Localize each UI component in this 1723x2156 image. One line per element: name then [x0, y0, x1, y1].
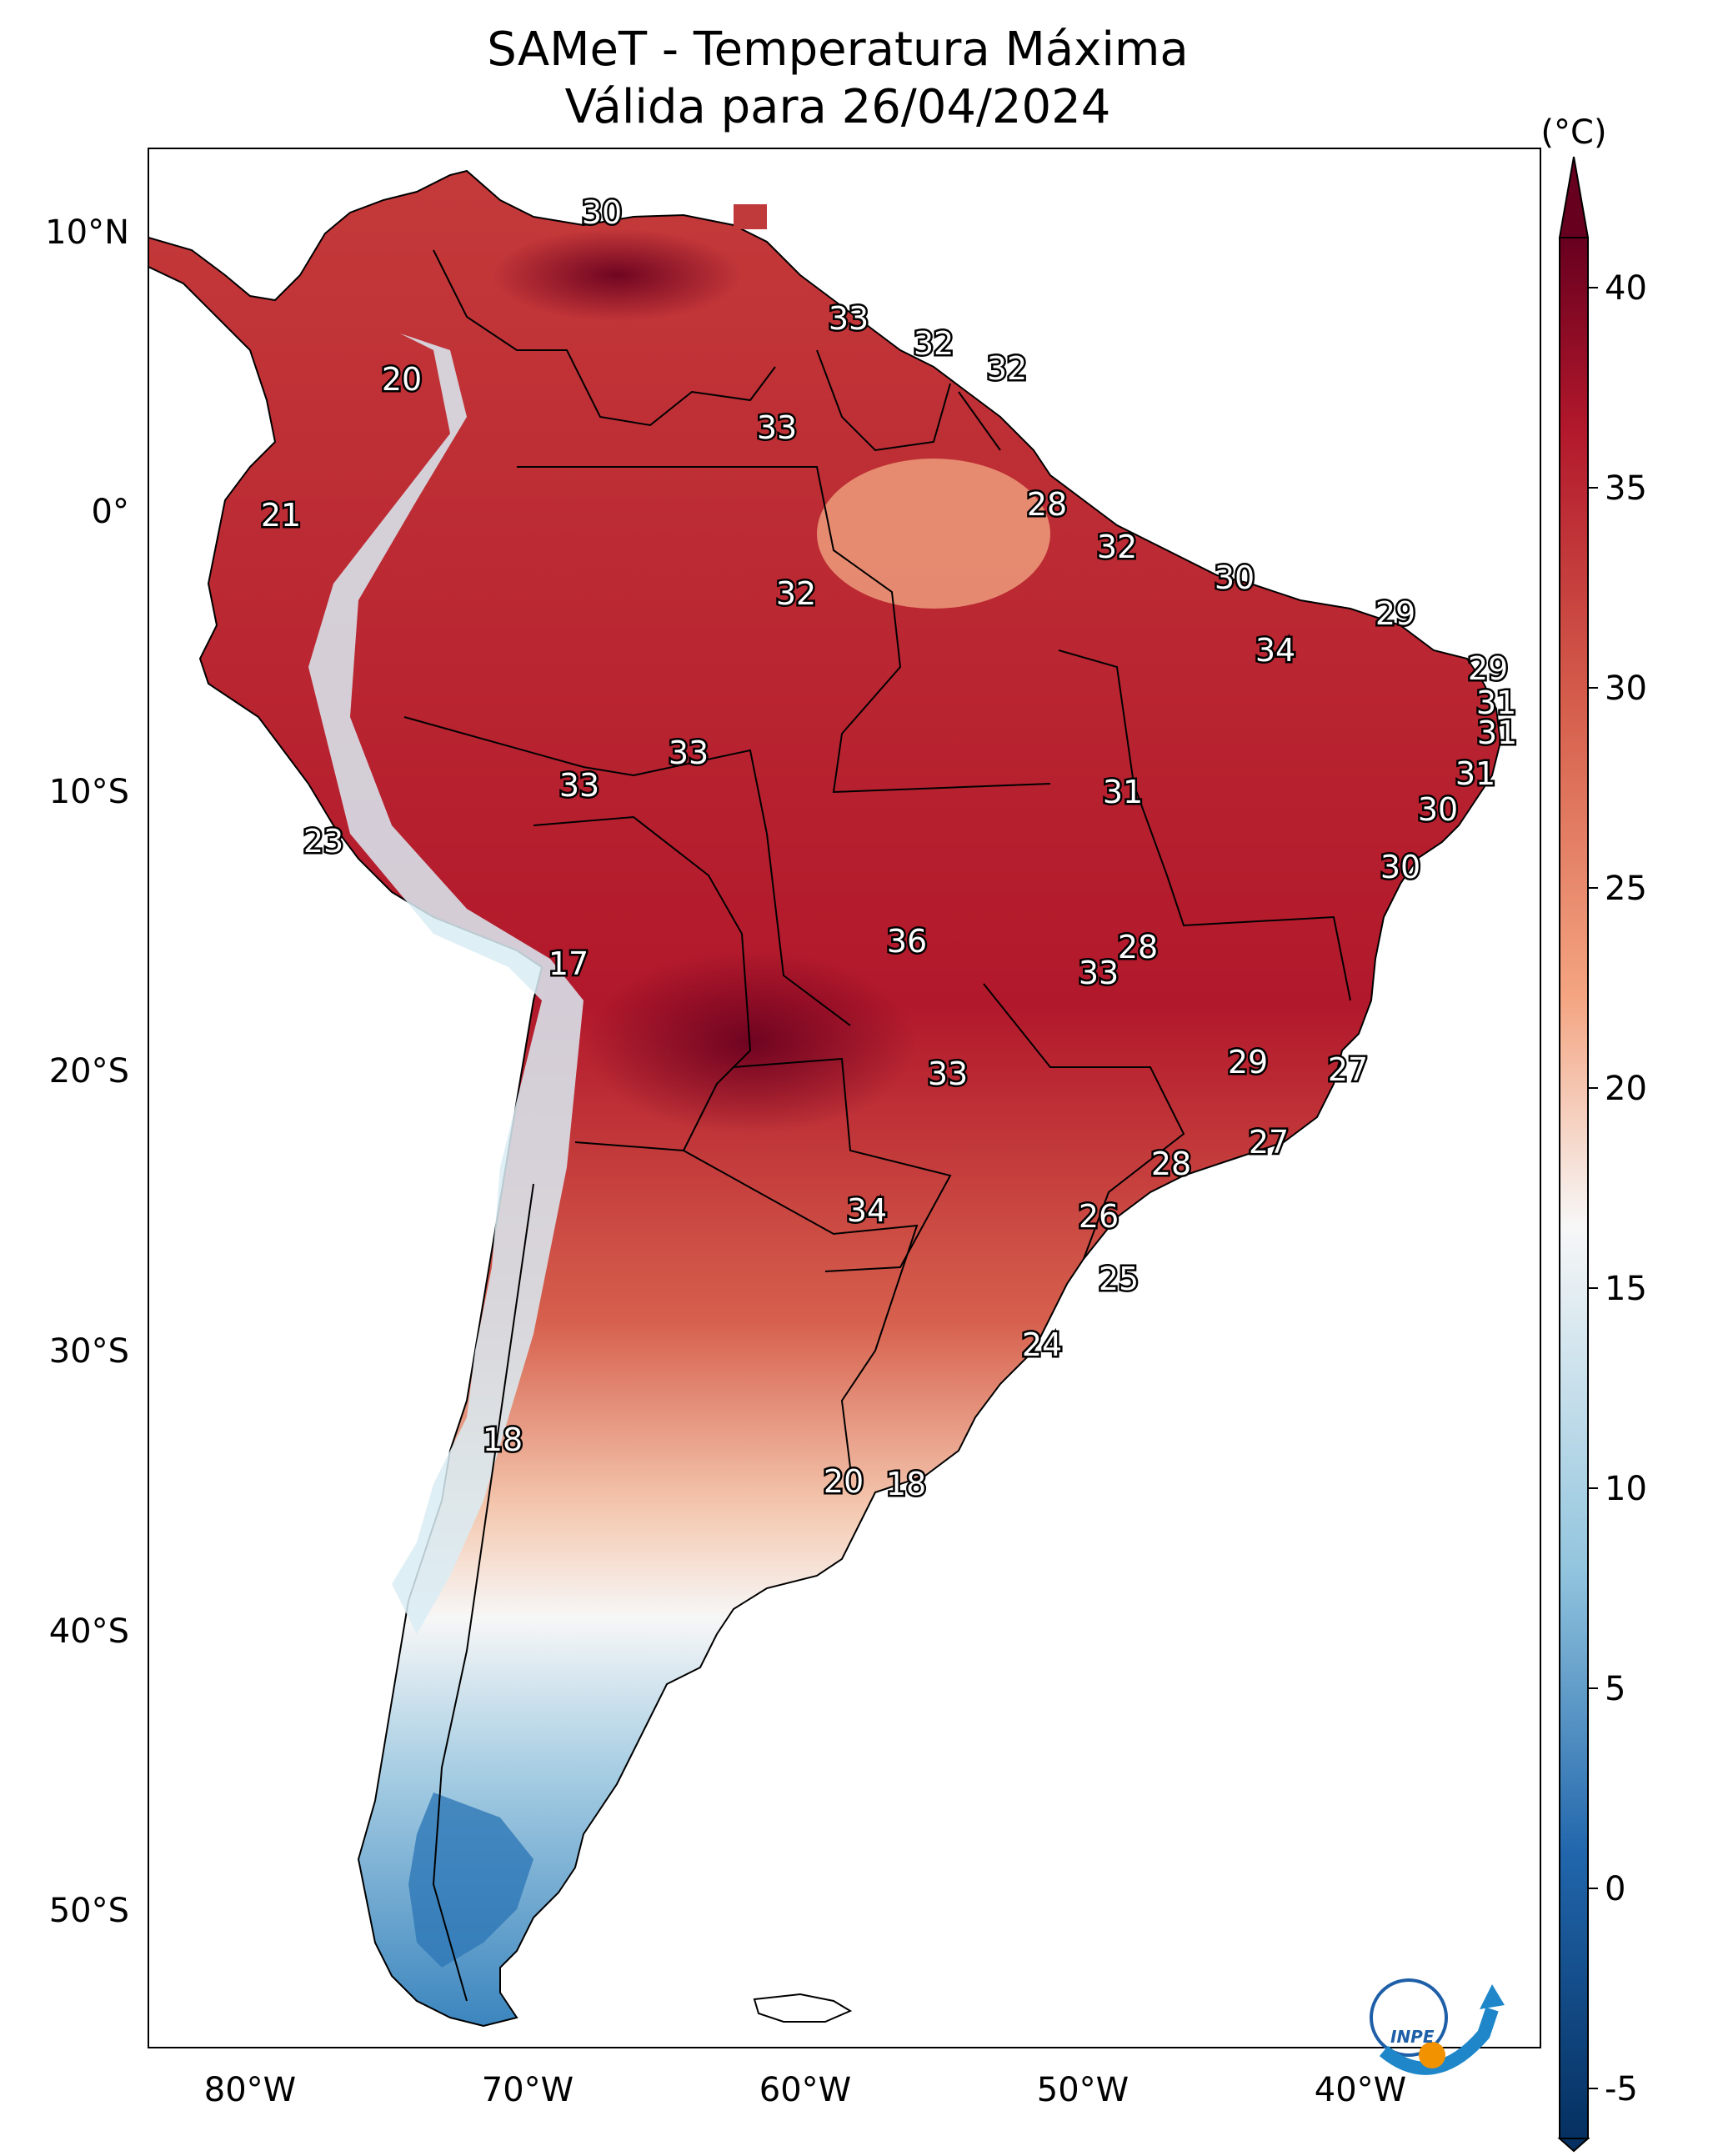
temp-label: 28 — [1118, 929, 1158, 965]
latitude-axis: 10°N 0° 10°S 20°S 30°S 40°S 50°S — [45, 213, 129, 1930]
temp-label: 31 — [1455, 755, 1495, 792]
temp-label: 33 — [559, 767, 599, 804]
temp-label: 27 — [1328, 1051, 1368, 1088]
title-line-2: Válida para 26/04/2024 — [565, 80, 1111, 134]
border-chile-argentina — [432, 1183, 534, 2002]
temp-label: 32 — [914, 325, 954, 362]
colorbar-tick-label: 30 — [1605, 669, 1647, 708]
temp-label: 33 — [829, 300, 869, 337]
border-brazil-west — [403, 716, 851, 1026]
falkland-islands — [753, 1993, 853, 2023]
hot-core-venezuela — [492, 229, 742, 321]
lon-label: 60°W — [759, 2071, 851, 2109]
map-frame — [148, 148, 1541, 2048]
temp-label: 34 — [847, 1192, 887, 1229]
temp-label: 32 — [1097, 529, 1137, 565]
temp-label: 30 — [1380, 849, 1420, 885]
colorbar-min-extension — [1557, 2138, 1590, 2153]
border-venezuela — [433, 249, 776, 427]
temp-label: 18 — [483, 1421, 523, 1458]
temp-label: 29 — [1228, 1044, 1268, 1081]
temp-label: 28 — [1027, 486, 1067, 523]
colorbar-tick-label: 40 — [1605, 269, 1647, 308]
temp-label: 33 — [1079, 955, 1119, 991]
logo-arrow-icon — [1480, 1984, 1505, 2009]
colorbar-bar — [1559, 237, 1589, 2139]
colorbar-tick-label: -5 — [1605, 2070, 1638, 2108]
colorbar-tick-label: 35 — [1605, 469, 1647, 508]
colorbar-tick-label: 0 — [1605, 1870, 1625, 1908]
andes-cool-strip — [308, 333, 584, 1634]
temp-label: 32 — [987, 350, 1027, 387]
lon-label: 70°W — [482, 2071, 573, 2109]
temp-label: 27 — [1249, 1124, 1289, 1161]
logo-dot-icon — [1419, 2042, 1445, 2068]
temp-label: 32 — [776, 575, 816, 612]
colorbar-tick-label: 15 — [1605, 1270, 1647, 1308]
temp-label: 20 — [824, 1463, 864, 1500]
temp-label: 30 — [582, 194, 622, 231]
temp-label: 29 — [1468, 650, 1508, 687]
colorbar-ticks: 40 35 30 25 20 15 10 5 0 -5 — [1588, 269, 1647, 2108]
border-brazil-east — [1058, 649, 1351, 1001]
temp-label: 26 — [1079, 1198, 1119, 1235]
longitude-axis: 80°W 70°W 60°W 50°W 40°W — [204, 2071, 1406, 2109]
temp-label: 31 — [1476, 684, 1516, 721]
lat-label: 0° — [92, 493, 129, 531]
patagonia-cold-patch — [408, 1792, 533, 1968]
temp-label: 34 — [1255, 632, 1295, 669]
lon-label: 40°W — [1315, 2071, 1406, 2109]
lat-label: 50°S — [49, 1892, 129, 1930]
cooler-patch-para — [817, 459, 1050, 609]
temp-label: 36 — [887, 923, 927, 960]
map-area — [148, 148, 1540, 2048]
temp-label: 33 — [757, 409, 797, 446]
border-guianas — [816, 349, 1001, 452]
lat-label: 10°N — [45, 213, 129, 252]
lon-label: 50°W — [1037, 2071, 1129, 2109]
temp-label: 31 — [1103, 774, 1143, 810]
temp-label: 33 — [669, 735, 709, 771]
temp-label: 24 — [1022, 1326, 1062, 1363]
colorbar-tick-label: 20 — [1605, 1070, 1647, 1108]
border-minas — [983, 983, 1185, 1260]
temperature-labels: 30 33 32 32 20 33 21 28 32 30 32 29 34 2… — [258, 193, 1519, 1505]
temp-label: 20 — [382, 361, 422, 398]
temp-label: 17 — [548, 945, 589, 982]
lon-label: 80°W — [204, 2071, 296, 2109]
colorbar: (°C) 40 35 30 25 20 15 10 5 0 -5 — [1540, 113, 1647, 2153]
temp-label: 18 — [886, 1466, 926, 1502]
temp-label: 30 — [1215, 559, 1255, 596]
colorbar-tick-label: 25 — [1605, 870, 1647, 908]
logo-orbit-icon — [1370, 1978, 1448, 2057]
colorbar-tick-label: 5 — [1605, 1670, 1625, 1708]
temp-label: 25 — [1099, 1261, 1139, 1297]
temp-label: 21 — [261, 497, 301, 534]
temp-label: 28 — [1151, 1146, 1191, 1182]
temp-label: 23 — [303, 823, 343, 860]
border-paraguay — [733, 1057, 952, 1272]
inpe-logo: INPE — [1370, 1978, 1505, 2075]
lat-label: 40°S — [49, 1612, 129, 1651]
temp-label: 30 — [1418, 791, 1458, 828]
lat-label: 30°S — [49, 1332, 129, 1371]
colorbar-tick-label: 10 — [1605, 1470, 1647, 1508]
border-brazil-north — [517, 466, 1051, 794]
logo-text: INPE — [1390, 2027, 1435, 2047]
temp-label: 31 — [1477, 714, 1517, 751]
trinidad-island — [734, 204, 767, 229]
border-bolivia — [533, 815, 752, 1151]
title-line-1: SAMeT - Temperatura Máxima — [487, 23, 1189, 77]
colorbar-unit: (°C) — [1540, 113, 1606, 152]
temp-label: 29 — [1375, 595, 1415, 632]
temp-label: 33 — [928, 1055, 968, 1092]
colorbar-max-extension — [1558, 156, 1590, 238]
lat-label: 20°S — [49, 1052, 129, 1091]
lat-label: 10°S — [49, 773, 129, 811]
border-argentina-north — [574, 1141, 919, 1468]
